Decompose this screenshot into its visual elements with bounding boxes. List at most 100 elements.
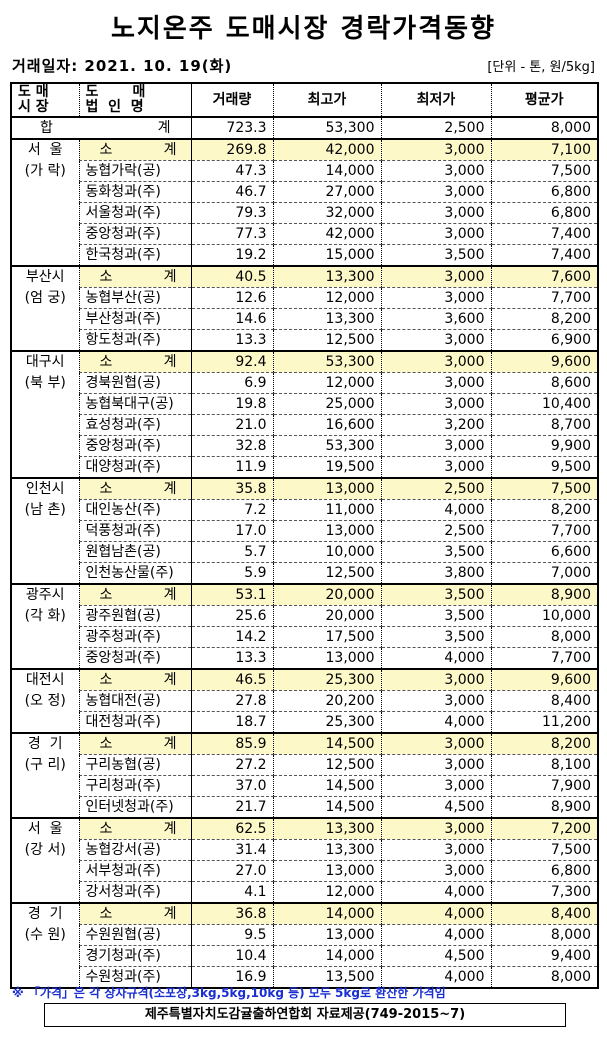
cell-min-price: 3,000	[380, 818, 491, 840]
cell-min-price: 3,500	[380, 541, 491, 563]
cell-min-price: 3,000	[380, 435, 491, 457]
market-name-line: 경 기	[27, 906, 63, 922]
total-row: 합 계 723.3 53,300 2,500 8,000	[11, 117, 598, 140]
market-name-line: (강 서)	[24, 842, 66, 858]
total-label: 합 계	[11, 117, 192, 140]
unit-label: [단위 - 톤, 원/5kg]	[487, 60, 595, 75]
header-market-line2: 시 장	[18, 99, 49, 115]
market-name-line: 대전시	[25, 672, 65, 688]
cell-max-price: 14,500	[272, 796, 381, 819]
cell-avg-price: 8,400	[490, 690, 598, 712]
cell-avg-price: 7,300	[490, 881, 598, 904]
cell-avg-price: 7,500	[490, 478, 598, 500]
cell-volume: 13.3	[191, 329, 273, 352]
market-name: 부산시 (엄 궁)	[11, 266, 79, 352]
cell-max-price: 17,500	[272, 626, 381, 648]
cell-min-price: 4,000	[380, 966, 491, 989]
cell-min-price: 2,500	[380, 478, 491, 500]
subtotal-label-left: 소	[99, 354, 113, 370]
cell-max-price: 13,000	[272, 647, 381, 670]
cell-volume: 79.3	[191, 202, 273, 224]
header-avg: 평균가	[490, 83, 598, 118]
table-row: 경북원협(공) 6.9 12,000 3,000 8,600	[11, 372, 598, 394]
cell-min-price: 2,500	[380, 520, 491, 542]
cell-min-price: 4,000	[380, 903, 491, 925]
cell-max-price: 27,000	[272, 181, 381, 203]
company-name: 중앙청과(주)	[78, 435, 192, 457]
table-row: 강서청과(주) 4.1 12,000 4,000 7,300	[11, 881, 598, 904]
table-row: 덕풍청과(주) 17.0 13,000 2,500 7,700	[11, 520, 598, 542]
cell-avg-price: 7,400	[490, 223, 598, 245]
company-name: 경북원협(공)	[78, 372, 192, 394]
cell-min-price: 3,000	[380, 266, 491, 288]
cell-max-price: 13,300	[272, 839, 381, 861]
cell-min-price: 3,000	[380, 754, 491, 776]
cell-min-price: 4,000	[380, 499, 491, 521]
cell-volume: 21.7	[191, 796, 273, 819]
cell-volume: 46.5	[191, 669, 273, 691]
cell-volume: 5.7	[191, 541, 273, 563]
cell-min-price: 3,000	[380, 223, 491, 245]
subtotal-label-left: 소	[99, 821, 113, 837]
cell-avg-price: 8,400	[490, 903, 598, 925]
cell-avg-price: 8,200	[490, 308, 598, 330]
subtotal-label-right: 계	[163, 672, 177, 688]
cell-avg-price: 7,400	[490, 244, 598, 267]
cell-max-price: 32,000	[272, 202, 381, 224]
cell-max-price: 42,000	[272, 139, 381, 161]
cell-volume: 37.0	[191, 775, 273, 797]
cell-max-price: 14,500	[272, 733, 381, 755]
cell-max-price: 14,000	[272, 903, 381, 925]
cell-min-price: 4,000	[380, 924, 491, 946]
cell-volume: 62.5	[191, 818, 273, 840]
table-row: 농협대전(공) 27.8 20,200 3,000 8,400	[11, 690, 598, 712]
cell-max-price: 13,300	[272, 818, 381, 840]
total-label-left: 합	[40, 120, 53, 136]
cell-min-price: 4,000	[380, 881, 491, 904]
cell-max-price: 13,500	[272, 966, 381, 989]
cell-max-price: 13,300	[272, 308, 381, 330]
company-name: 부산청과(주)	[78, 308, 192, 330]
table-row: 수원원협(공) 9.5 13,000 4,000 8,000	[11, 924, 598, 946]
cell-min-price: 3,000	[380, 393, 491, 415]
table-row: 구리청과(주) 37.0 14,500 3,000 7,900	[11, 775, 598, 797]
cell-min-price: 4,000	[380, 711, 491, 734]
cell-min-price: 3,500	[380, 626, 491, 648]
table-row: 농협가락(공) 47.3 14,000 3,000 7,500	[11, 160, 598, 182]
cell-volume: 10.4	[191, 945, 273, 967]
subtotal-label-right: 계	[163, 906, 177, 922]
cell-volume: 53.1	[191, 584, 273, 606]
cell-min-price: 3,000	[380, 456, 491, 479]
cell-max-price: 14,500	[272, 775, 381, 797]
company-name: 인천농산물(주)	[78, 562, 192, 585]
cell-avg-price: 9,400	[490, 945, 598, 967]
header-company-line1: 도 매	[85, 84, 146, 100]
cell-avg-price: 7,100	[490, 139, 598, 161]
table-row: 효성청과(주) 21.0 16,600 3,200 8,700	[11, 414, 598, 436]
cell-avg-price: 10,000	[490, 605, 598, 627]
header-company-line2: 법 인 명	[85, 99, 144, 115]
cell-avg-price: 10,400	[490, 393, 598, 415]
market-name: 광주시 (각 화)	[11, 584, 79, 670]
cell-volume: 4.1	[191, 881, 273, 904]
market-name-line: (가 락)	[24, 163, 66, 179]
cell-volume: 25.6	[191, 605, 273, 627]
page-title: 노지온주 도매시장 경락가격동향	[111, 14, 496, 44]
cell-avg-price: 8,000	[490, 924, 598, 946]
company-name: 서부청과(주)	[78, 860, 192, 882]
subtotal-label-right: 계	[163, 587, 177, 603]
company-name: 서울청과(주)	[78, 202, 192, 224]
cell-min-price: 3,000	[380, 839, 491, 861]
market-name-line: 부산시	[25, 269, 65, 285]
table-row: 농협부산(공) 12.6 12,000 3,000 7,700	[11, 287, 598, 309]
market-name-line: 서 울	[27, 821, 63, 837]
cell-max-price: 53,300	[272, 351, 381, 373]
cell-volume: 12.6	[191, 287, 273, 309]
cell-avg-price: 7,000	[490, 562, 598, 585]
table-row: 수원청과(주) 16.9 13,500 4,000 8,000	[11, 966, 598, 989]
table-row: 대인농산(주) 7.2 11,000 4,000 8,200	[11, 499, 598, 521]
subtotal-label-left: 소	[99, 587, 113, 603]
subtotal-label-right: 계	[163, 142, 177, 158]
